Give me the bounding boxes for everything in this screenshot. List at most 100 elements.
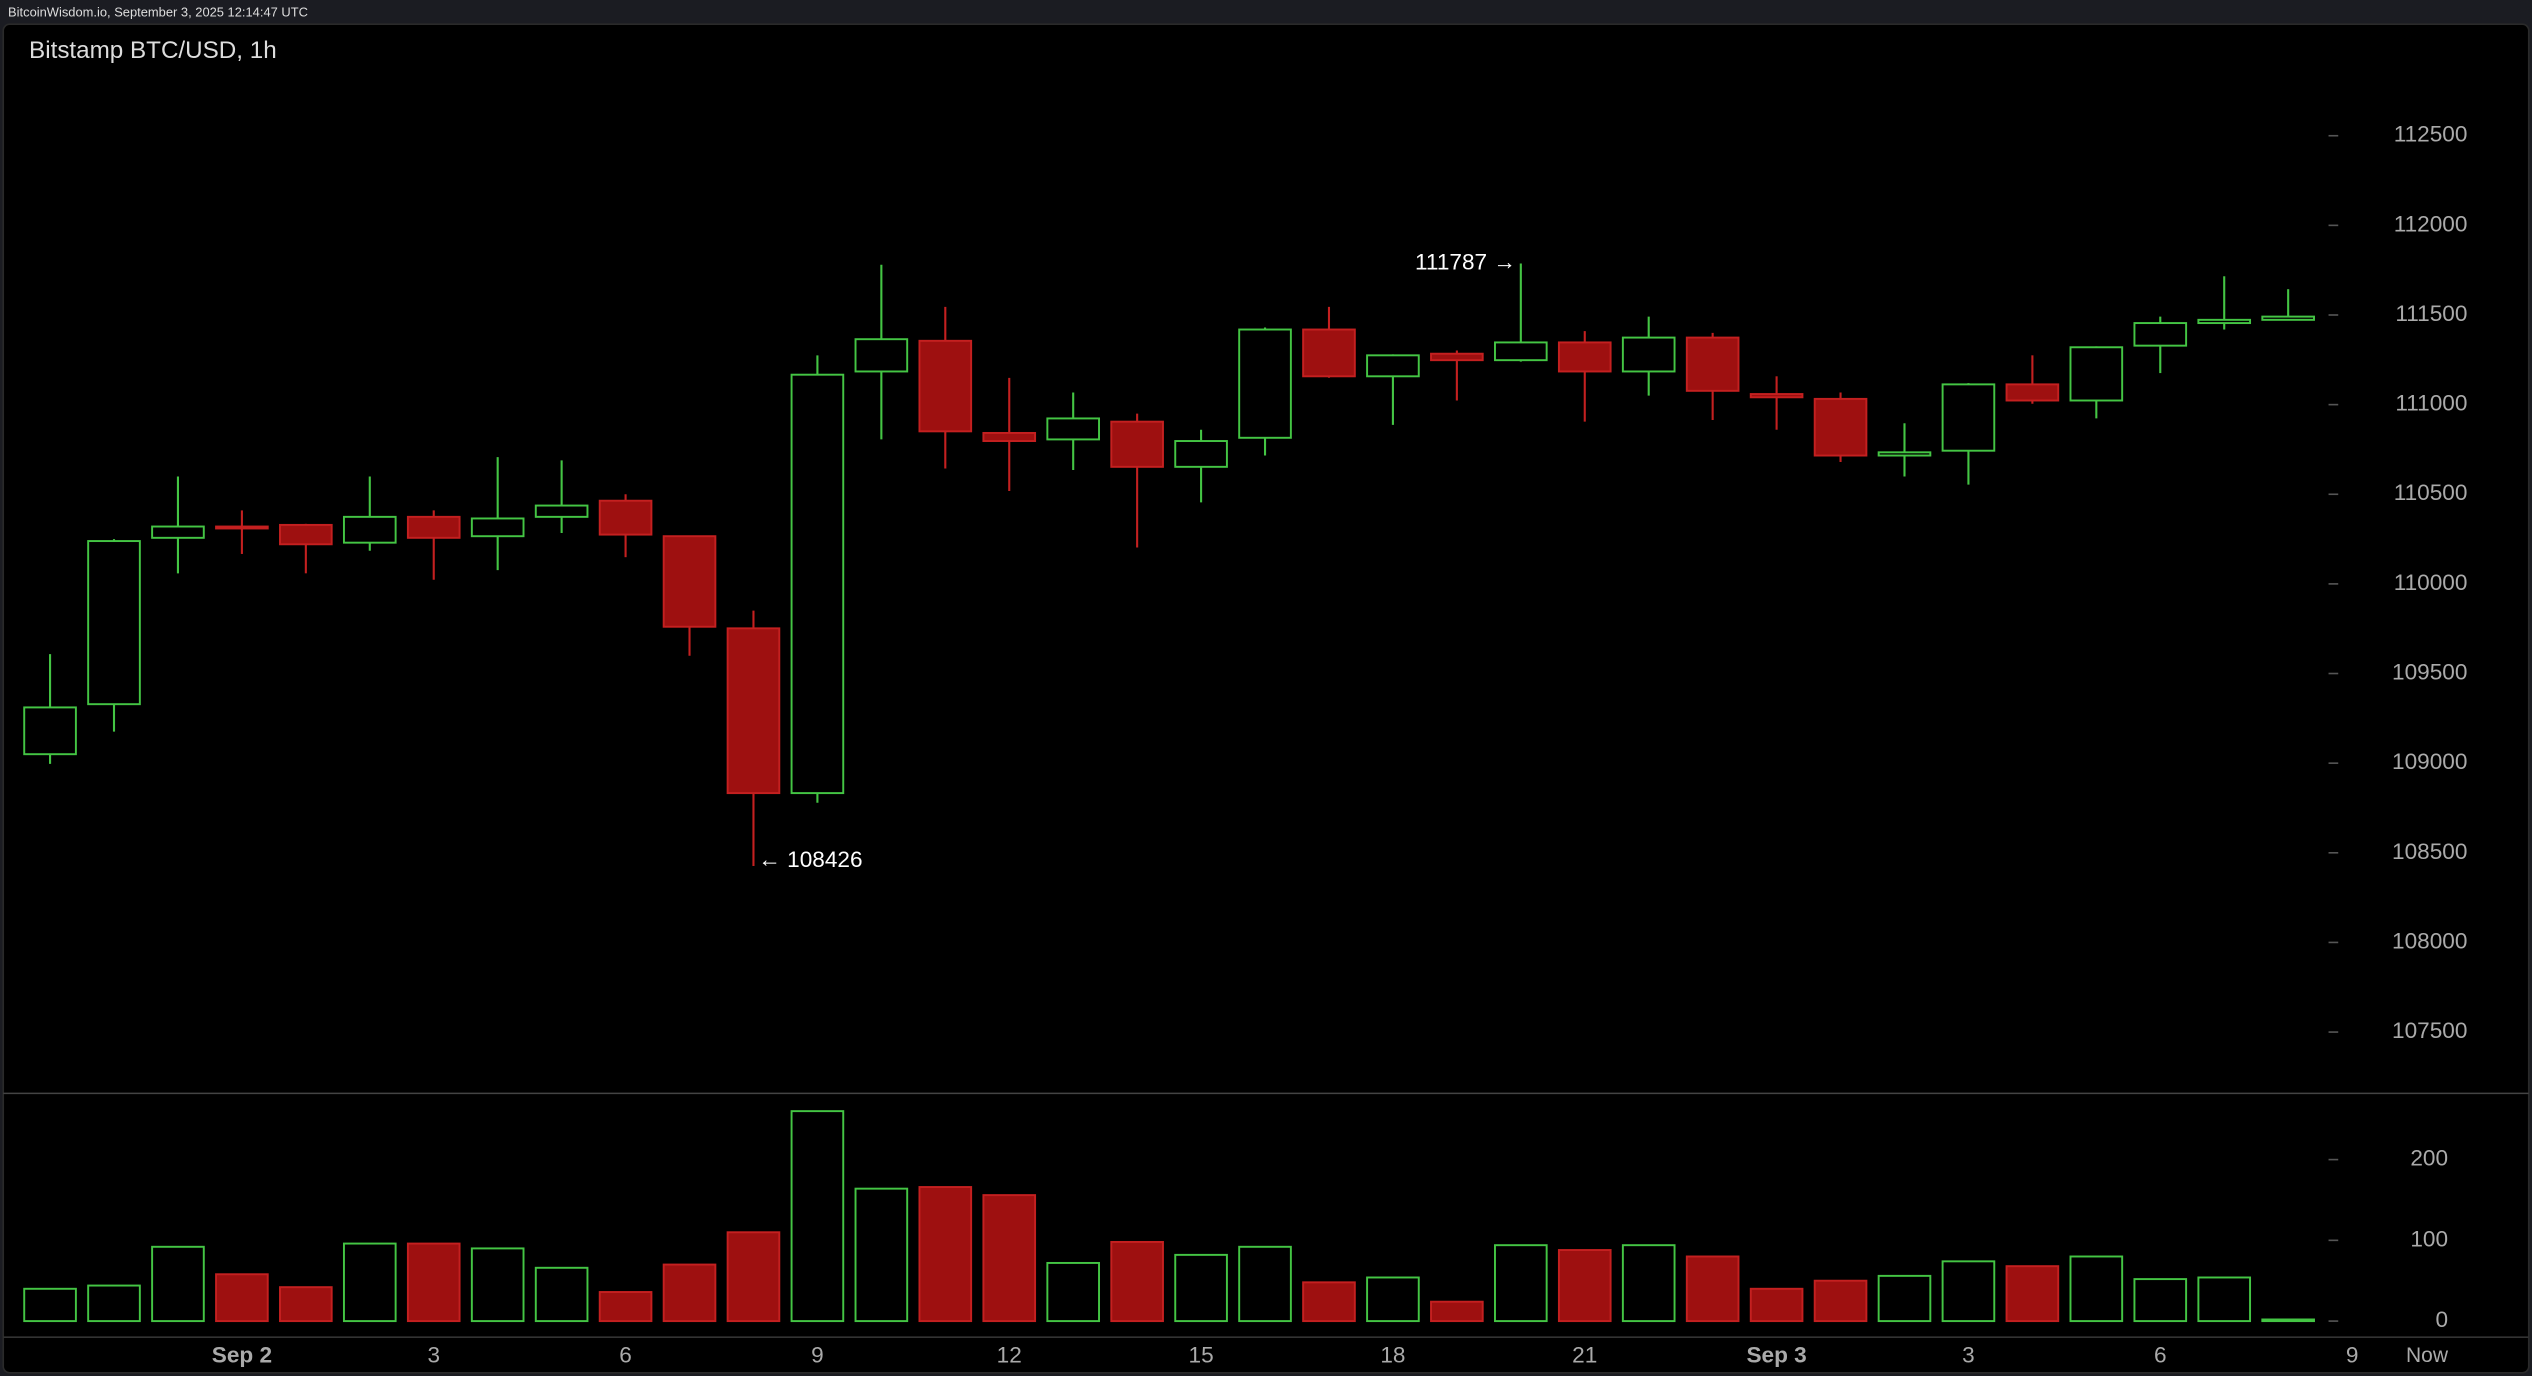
volume-bar	[2069, 1255, 2124, 1323]
candle-body	[215, 525, 269, 530]
volume-bar	[918, 1186, 973, 1323]
y-tick-label: 109500	[2392, 659, 2467, 684]
volume-bar	[1557, 1249, 1612, 1323]
volume-bar	[726, 1231, 781, 1323]
candle-body	[1238, 328, 1292, 439]
candle-body	[1685, 336, 1740, 392]
x-tick-label: Sep 3	[1746, 1343, 1806, 1368]
volume-bar	[1877, 1274, 1932, 1323]
y-tick-label: 110000	[2394, 570, 2468, 595]
candle-body	[1877, 451, 1932, 457]
y-tick-label: 112500	[2394, 122, 2468, 147]
volume-bar	[279, 1286, 333, 1323]
x-tick-label: 21	[1572, 1343, 1597, 1368]
x-tick-label: 3	[427, 1343, 440, 1368]
x-tick-label: 18	[1380, 1343, 1405, 1368]
candle-body	[1813, 397, 1868, 457]
candle-body	[87, 540, 141, 706]
volume-bar	[1366, 1276, 1420, 1323]
x-tick-label: 15	[1189, 1343, 1214, 1368]
volume-bar	[87, 1284, 141, 1323]
candle-body	[279, 523, 333, 546]
x-tick-label: 6	[619, 1343, 632, 1368]
candle-body	[1749, 393, 1804, 399]
volume-bar	[982, 1194, 1037, 1323]
low-annotation: ← 108426	[758, 847, 862, 872]
candle-body	[2197, 318, 2252, 325]
volume-bar	[1494, 1244, 1548, 1323]
candle-body	[1941, 383, 1996, 452]
volume-bar	[1174, 1253, 1228, 1323]
volume-bar	[23, 1287, 77, 1323]
y-tick-label: 112000	[2394, 211, 2468, 236]
panel	[2, 23, 2530, 1374]
volume-bar	[1238, 1245, 1292, 1323]
candle-body	[1302, 328, 1356, 378]
y-tick-label: 108000	[2392, 928, 2467, 953]
candle-body	[470, 517, 525, 538]
volume-bar	[215, 1273, 269, 1323]
volume-bar	[1302, 1281, 1356, 1323]
x-tick-label: 9	[2346, 1343, 2359, 1368]
candle-body	[23, 706, 77, 756]
candle-body	[2133, 322, 2188, 347]
y-tick-label: 108500	[2392, 839, 2467, 864]
volume-bar	[1941, 1260, 1996, 1323]
candle-body	[2069, 346, 2124, 402]
volume-bar	[534, 1266, 589, 1323]
x-tick-label: 3	[1962, 1343, 1975, 1368]
volume-bar	[790, 1110, 845, 1323]
high-annotation: 111787 →	[1415, 250, 1516, 275]
y-tick-label: 111500	[2395, 301, 2467, 326]
candle-body	[1110, 420, 1164, 468]
volume-bar	[470, 1247, 525, 1323]
y2-tick-label: 0	[2435, 1307, 2448, 1332]
candle-body	[2005, 383, 2060, 402]
y-tick-label: 107500	[2392, 1018, 2467, 1043]
candle-body	[1430, 352, 1484, 362]
header: BitcoinWisdom.io, September 3, 2025 12:1…	[8, 4, 308, 19]
volume-bar	[2197, 1276, 2252, 1323]
x-tick-label: 6	[2154, 1343, 2167, 1368]
volume-bar	[342, 1242, 397, 1323]
y2-tick-label: 100	[2410, 1226, 2448, 1251]
volume-bar	[1110, 1240, 1164, 1323]
chart-title: Bitstamp BTC/USD, 1h	[29, 37, 277, 64]
volume-bar	[1813, 1279, 1868, 1323]
x-tick-label: 12	[997, 1343, 1022, 1368]
x-tick-label: 9	[811, 1343, 824, 1368]
candle-body	[662, 535, 717, 628]
candle-body	[854, 338, 909, 373]
y2-tick-label: 200	[2410, 1146, 2448, 1171]
candle-body	[1494, 341, 1548, 362]
candle-body	[1174, 440, 1228, 468]
candle-body	[534, 504, 589, 518]
candle-body	[982, 431, 1037, 442]
y-tick-label: 109000	[2392, 749, 2467, 774]
volume-bar	[406, 1242, 461, 1323]
volume-bar	[1430, 1300, 1484, 1323]
volume-bar	[2005, 1265, 2060, 1323]
candle-body	[2261, 315, 2315, 321]
volume-bar	[1749, 1287, 1804, 1323]
volume-bar	[854, 1187, 909, 1323]
volume-bar	[2133, 1278, 2188, 1323]
candle-body	[1366, 354, 1420, 378]
x-tick-label: Sep 2	[212, 1343, 272, 1368]
candle-body	[1557, 341, 1612, 373]
volume-bar	[1685, 1255, 1740, 1323]
candle-body	[1046, 417, 1100, 441]
volume-bar	[2261, 1318, 2315, 1323]
candle-body	[790, 373, 845, 795]
volume-bar	[1046, 1261, 1100, 1323]
volume-bar	[662, 1263, 717, 1323]
volume-bar	[598, 1291, 653, 1323]
volume-bar	[151, 1245, 205, 1323]
x-tick-label: Now	[2406, 1344, 2449, 1367]
y-tick-label: 110500	[2394, 480, 2468, 505]
candle-body	[151, 525, 205, 539]
candle-body	[342, 515, 397, 544]
y-tick-label: 111000	[2395, 391, 2467, 416]
